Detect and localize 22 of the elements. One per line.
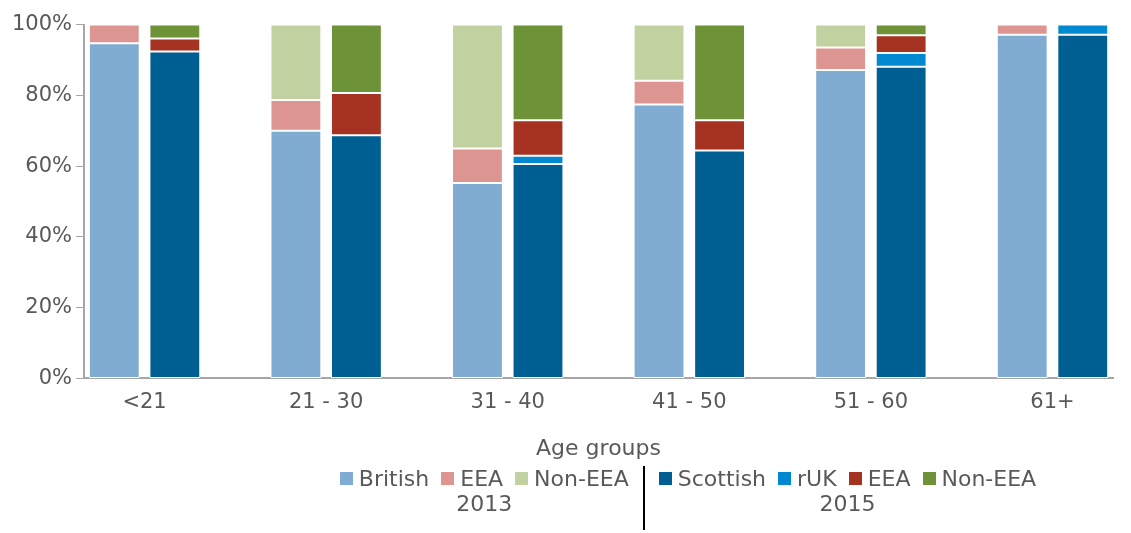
x-tick-label: 51 - 60: [833, 389, 909, 414]
y-tick-label: 60%: [25, 152, 73, 177]
y-tick-label: 80%: [25, 81, 73, 106]
legend-label: Non-EEA: [941, 466, 1037, 491]
x-tick-label: 31 - 40: [470, 389, 545, 414]
y-tick-label: 40%: [25, 223, 73, 248]
text: 2015: [819, 491, 876, 516]
text: 2013: [456, 491, 513, 516]
x-axis-title: Age groups: [536, 434, 661, 460]
y-tick-label: 100%: [11, 11, 73, 36]
x-tick-label: 61+: [1030, 389, 1075, 414]
x-tick-label: 21 - 30: [288, 389, 364, 414]
y-tick-label: 0%: [38, 364, 73, 389]
y-tick-label: 20%: [25, 294, 73, 319]
legend-label: rUK: [797, 466, 837, 491]
legend-label: Scottish: [677, 466, 767, 491]
x-tick-label: <21: [122, 389, 167, 414]
legend-label: EEA: [460, 466, 504, 491]
legend-label: British: [358, 466, 430, 491]
x-tick-label: 41 - 50: [652, 389, 727, 414]
legend-label: Non-EEA: [534, 466, 629, 491]
legend-label: EEA: [867, 466, 911, 491]
